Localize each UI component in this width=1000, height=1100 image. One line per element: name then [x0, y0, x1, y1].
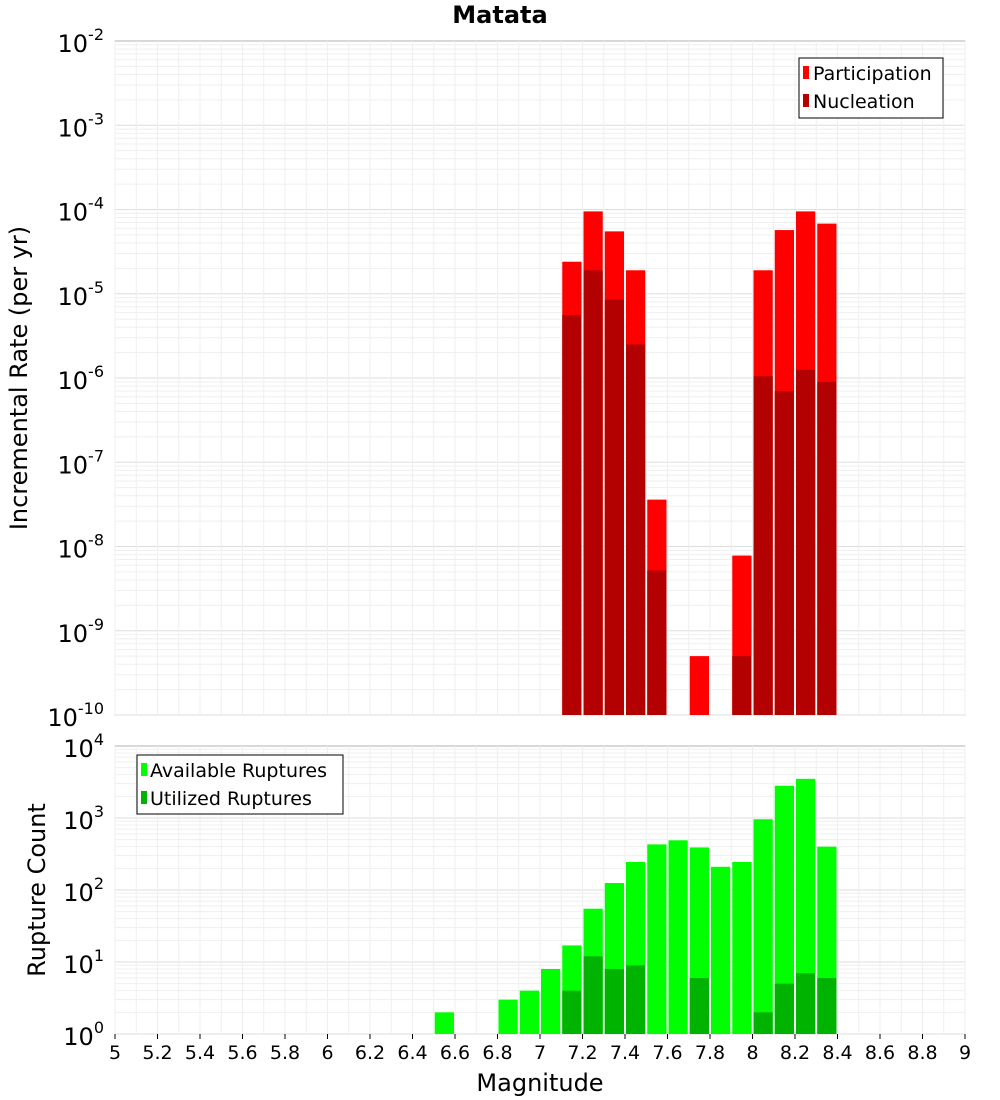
bottom-bar-available-ruptures: [796, 778, 816, 1034]
x-tick-label: 5.6: [227, 1042, 257, 1064]
bottom-bar-available-ruptures: [541, 968, 561, 1034]
x-tick-label: 7.6: [652, 1042, 682, 1064]
bottom-bar-utilized-ruptures: [796, 973, 816, 1034]
top-legend-box: [798, 57, 944, 119]
x-tick-label: 5.4: [185, 1042, 215, 1064]
top-bar-nucleation: [817, 381, 837, 715]
x-tick-label: 8: [746, 1042, 758, 1064]
x-tick-label: 7.8: [695, 1042, 725, 1064]
bottom-y-tick-label: 100: [63, 1018, 104, 1051]
top-y-tick-label: 10-10: [47, 699, 104, 732]
legend-swatch-nucleation: [803, 94, 809, 107]
top-bar-nucleation: [753, 376, 773, 715]
x-tick-label: 7.4: [610, 1042, 640, 1064]
bottom-bar-utilized-ruptures: [626, 965, 646, 1034]
bottom-bar-available-ruptures: [519, 990, 539, 1034]
x-tick-label: 9: [959, 1042, 971, 1064]
bottom-bar-available-ruptures: [732, 861, 752, 1034]
bottom-y-tick-label: 102: [63, 874, 104, 907]
top-panel: 10-2 10-3 10-4 10-5 10-6 10-7 10-8 10-9 10-10 In…: [5, 25, 966, 732]
x-axis-label: Magnitude: [476, 1069, 603, 1097]
legend-label-nucleation: Nucleation: [813, 91, 915, 113]
bottom-bar-available-ruptures: [774, 785, 794, 1034]
bottom-y-axis-label: Rupture Count: [23, 803, 51, 977]
x-tick-label: 6: [321, 1042, 333, 1064]
bottom-bar-utilized-ruptures: [689, 977, 709, 1034]
x-tick-label: 6.6: [440, 1042, 470, 1064]
x-tick-label: 8.4: [822, 1042, 852, 1064]
legend-swatch-available: [141, 763, 147, 776]
x-tick-label: 6.2: [355, 1042, 385, 1064]
top-bar-nucleation: [562, 314, 582, 715]
legend-swatch-utilized: [141, 791, 147, 804]
x-tick-label: 5.8: [270, 1042, 300, 1064]
bottom-bar-utilized-ruptures: [604, 968, 624, 1034]
top-bar-nucleation: [774, 391, 794, 715]
bottom-bar-available-ruptures: [498, 999, 518, 1034]
top-bar-nucleation: [796, 369, 816, 715]
top-y-tick-label: 10-3: [58, 109, 105, 142]
top-y-tick-label: 10-2: [58, 25, 105, 58]
x-tick-label: 6.8: [482, 1042, 512, 1064]
legend-label-utilized: Utilized Ruptures: [150, 788, 312, 810]
bottom-bars: [434, 778, 837, 1034]
top-y-tick-label: 10-8: [58, 531, 105, 564]
top-bar-participation: [689, 656, 709, 715]
legend-label-available: Available Ruptures: [150, 760, 327, 782]
bottom-y-ticks: 104 103 102 101 100: [63, 730, 104, 1051]
bottom-bar-available-ruptures: [711, 866, 731, 1034]
x-tick-label: 5: [109, 1042, 121, 1064]
bottom-panel: 104 103 102 101 100 Rupture Count Available …: [23, 730, 971, 1097]
bottom-bar-utilized-ruptures: [562, 990, 582, 1034]
top-y-tick-label: 10-6: [58, 362, 105, 395]
x-ticks: 5 5.2 5.4 5.6 5.8 6 6.2 6.4 6.6 6.8 7 7.2 7.4 7.6 7.8 8…: [109, 1034, 971, 1064]
bottom-bar-utilized-ruptures: [817, 977, 837, 1034]
bottom-y-tick-label: 101: [63, 946, 104, 979]
top-y-axis-label: Incremental Rate (per yr): [5, 226, 33, 530]
top-gridlines: [114, 41, 966, 716]
bottom-bar-utilized-ruptures: [774, 983, 794, 1034]
bottom-legend-box: [136, 754, 344, 815]
x-tick-label: 8.8: [907, 1042, 937, 1064]
top-bar-nucleation: [604, 299, 624, 715]
bottom-bar-utilized-ruptures: [753, 1012, 773, 1034]
bottom-y-tick-label: 103: [63, 802, 104, 835]
top-bar-nucleation: [626, 344, 646, 715]
top-y-tick-label: 10-9: [58, 615, 105, 648]
x-tick-label: 6.4: [397, 1042, 427, 1064]
x-tick-label: 5.2: [142, 1042, 172, 1064]
bottom-bar-available-ruptures: [647, 844, 667, 1034]
top-y-tick-label: 10-5: [58, 278, 105, 311]
top-legend: Participation Nucleation: [798, 57, 944, 119]
top-bar-nucleation: [583, 270, 603, 715]
chart-title: Matata: [452, 1, 547, 29]
legend-label-participation: Participation: [813, 63, 932, 85]
bottom-y-tick-label: 104: [63, 730, 104, 763]
bottom-bar-available-ruptures: [434, 1012, 454, 1034]
top-bars: [562, 211, 837, 716]
bottom-bar-available-ruptures: [668, 840, 688, 1034]
x-tick-label: 8.2: [780, 1042, 810, 1064]
x-tick-label: 8.6: [865, 1042, 895, 1064]
bottom-bar-utilized-ruptures: [583, 956, 603, 1034]
top-bar-nucleation: [732, 656, 752, 715]
top-y-tick-label: 10-4: [58, 194, 105, 227]
top-bar-nucleation: [647, 570, 667, 715]
top-y-ticks: 10-2 10-3 10-4 10-5 10-6 10-7 10-8 10-9 10-10: [47, 25, 104, 732]
bottom-bar-available-ruptures: [753, 819, 773, 1034]
x-tick-label: 7.2: [567, 1042, 597, 1064]
bottom-legend: Available Ruptures Utilized Ruptures: [136, 754, 344, 815]
legend-swatch-participation: [803, 66, 809, 79]
top-y-tick-label: 10-7: [58, 446, 105, 479]
x-tick-label: 7: [534, 1042, 546, 1064]
